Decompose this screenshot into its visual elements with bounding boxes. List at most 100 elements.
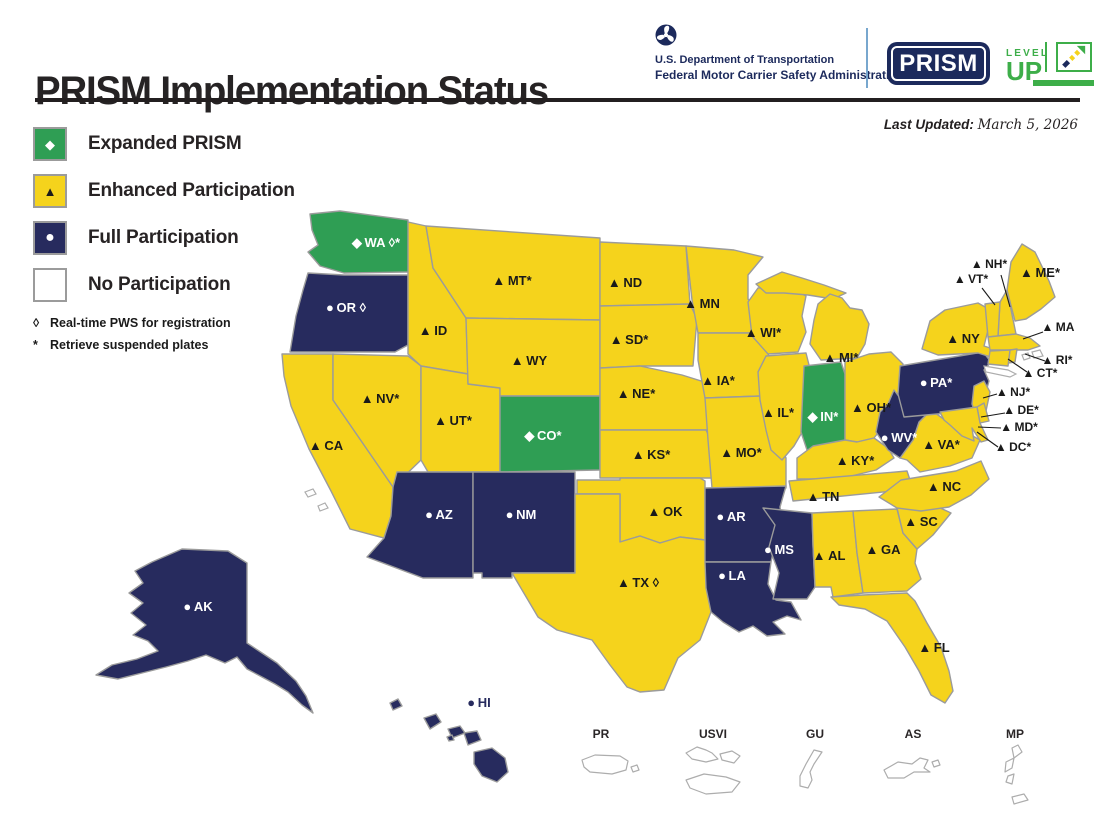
coast-island-5 bbox=[317, 502, 329, 512]
state-label-hi: ● HI bbox=[467, 695, 490, 710]
leader-line-nj bbox=[982, 393, 998, 399]
state-label-ne: ▲ NE* bbox=[617, 386, 657, 401]
state-label-in: ◆ IN* bbox=[807, 409, 840, 424]
territory-as bbox=[931, 759, 941, 768]
state-label-ks: ▲ KS* bbox=[632, 447, 672, 462]
last-updated-label: Last Updated: bbox=[883, 117, 974, 132]
levelup-logo: LEVEL UP bbox=[1006, 42, 1096, 90]
legend-item-none: No Participation bbox=[33, 268, 353, 302]
state-hi bbox=[463, 730, 482, 746]
state-hi bbox=[473, 747, 509, 783]
state-label-wa: ◆ WA ◊* bbox=[351, 235, 401, 250]
state-nd bbox=[599, 241, 691, 307]
state-md bbox=[939, 406, 989, 443]
legend-item-enhanced: ▲ Enhanced Participation bbox=[33, 174, 353, 208]
page-title: PRISM Implementation Status bbox=[35, 68, 549, 113]
state-label-ca: ▲ CA bbox=[309, 438, 344, 453]
state-hi bbox=[446, 734, 455, 742]
state-label-ia: ▲ IA* bbox=[701, 373, 735, 388]
state-label-pa: ● PA* bbox=[920, 375, 954, 390]
territory-label-as: AS bbox=[905, 727, 922, 741]
footnote-2: * Retrieve suspended plates bbox=[33, 338, 209, 352]
state-or bbox=[289, 272, 409, 353]
state-label-tn: ▲ TN bbox=[807, 489, 840, 504]
usdot-logo bbox=[655, 24, 677, 46]
header-divider bbox=[866, 28, 868, 88]
state-ak bbox=[95, 548, 314, 714]
state-tx bbox=[511, 493, 712, 693]
leader-line-de bbox=[980, 412, 1006, 418]
state-hi bbox=[423, 713, 442, 730]
header-rule bbox=[35, 98, 1080, 102]
state-label-md: ▲ MD* bbox=[1000, 420, 1038, 434]
state-label-la: ● LA bbox=[718, 568, 746, 583]
territory-pr bbox=[581, 754, 629, 775]
legend-item-expanded: ◆ Expanded PRISM bbox=[33, 127, 353, 161]
levelup-arrow-icon bbox=[1056, 42, 1092, 72]
leader-line-nh bbox=[1000, 274, 1011, 308]
state-label-ky: ▲ KY* bbox=[836, 453, 876, 468]
state-nm bbox=[472, 471, 576, 579]
legend-marker-expanded-icon: ◆ bbox=[45, 136, 55, 152]
legend-item-full: ● Full Participation bbox=[33, 221, 353, 255]
usdot-line1: U.S. Department of Transportation bbox=[655, 54, 835, 66]
state-label-mi: ▲ MI* bbox=[824, 350, 860, 365]
legend-swatch-full: ● bbox=[33, 221, 67, 255]
legend-footnotes: ◊ Real-time PWS for registration * Retrieve… bbox=[33, 316, 353, 352]
state-label-nh: ▲ NH* bbox=[971, 257, 1008, 271]
state-label-tx: ▲ TX ◊ bbox=[617, 575, 660, 590]
usdot-line2: Federal Motor Carrier Safety Administrat… bbox=[655, 68, 904, 82]
last-updated-date: March 5, 2026 bbox=[977, 117, 1078, 133]
state-label-ak: ● AK bbox=[183, 599, 213, 614]
state-label-wv: ● WV* bbox=[881, 430, 918, 445]
leader-line-dc bbox=[976, 431, 999, 448]
state-label-ma: ▲ MA bbox=[1042, 320, 1075, 334]
leader-line-vt bbox=[981, 287, 996, 306]
territory-pr bbox=[630, 764, 640, 773]
state-label-ut: ▲ UT* bbox=[434, 413, 473, 428]
state-label-me: ▲ ME* bbox=[1020, 265, 1061, 280]
state-label-nv: ▲ NV* bbox=[361, 391, 401, 406]
state-label-il: ▲ IL* bbox=[762, 405, 795, 420]
leader-line-md bbox=[977, 426, 1002, 429]
territory-label-gu: GU bbox=[806, 727, 824, 741]
state-label-mn: ▲ MN bbox=[684, 296, 720, 311]
state-label-fl: ▲ FL bbox=[918, 640, 949, 655]
levelup-text-level: LEVEL bbox=[1006, 48, 1050, 59]
state-label-dc: ▲ DC* bbox=[995, 440, 1032, 454]
state-ny bbox=[921, 302, 1003, 359]
territory-mp bbox=[1011, 744, 1023, 759]
territory-label-usvi: USVI bbox=[699, 727, 727, 741]
state-nc bbox=[878, 460, 990, 512]
legend-swatch-enhanced: ▲ bbox=[33, 174, 67, 208]
leader-line-ct bbox=[1007, 358, 1028, 373]
leader-line-ri bbox=[1024, 353, 1046, 362]
state-label-sc: ▲ SC bbox=[904, 514, 938, 529]
territory-gu bbox=[799, 749, 823, 789]
territory-mp bbox=[1011, 793, 1029, 805]
state-vt bbox=[984, 301, 1001, 338]
state-label-mo: ▲ MO* bbox=[720, 445, 762, 460]
legend-label-none: No Participation bbox=[88, 274, 231, 295]
state-label-sd: ▲ SD* bbox=[610, 332, 650, 347]
legend-marker-full-icon: ● bbox=[45, 229, 55, 246]
state-label-mt: ▲ MT* bbox=[492, 273, 532, 288]
state-mi bbox=[809, 293, 870, 361]
state-label-co: ◆ CO* bbox=[523, 428, 562, 443]
legend-marker-enhanced-icon: ▲ bbox=[43, 183, 57, 199]
state-label-va: ▲ VA* bbox=[922, 437, 961, 452]
state-label-id: ▲ ID bbox=[419, 323, 447, 338]
state-label-vt: ▲ VT* bbox=[954, 272, 989, 286]
state-ct bbox=[987, 349, 1011, 367]
levelup-divider bbox=[1045, 42, 1047, 72]
territory-label-mp: MP bbox=[1006, 727, 1024, 741]
footnote-1: ◊ Real-time PWS for registration bbox=[33, 316, 231, 330]
state-label-nc: ▲ NC bbox=[927, 479, 962, 494]
state-label-ms: ● MS bbox=[764, 542, 794, 557]
state-label-ga: ▲ GA bbox=[866, 542, 902, 557]
legend-swatch-expanded: ◆ bbox=[33, 127, 67, 161]
state-label-or: ● OR ◊ bbox=[326, 300, 367, 315]
state-label-al: ▲ AL bbox=[813, 548, 846, 563]
